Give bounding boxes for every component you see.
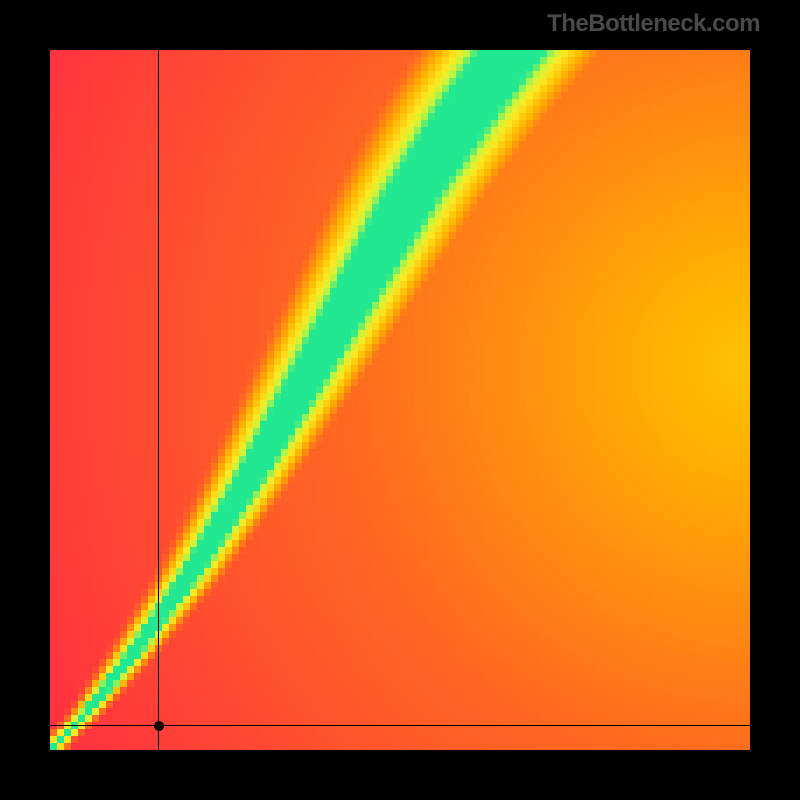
attribution-text: TheBottleneck.com bbox=[547, 10, 760, 38]
plot-area bbox=[50, 50, 750, 750]
heatmap-canvas bbox=[50, 50, 750, 750]
chart-container: { "attribution": { "text": "TheBottlenec… bbox=[0, 0, 800, 800]
